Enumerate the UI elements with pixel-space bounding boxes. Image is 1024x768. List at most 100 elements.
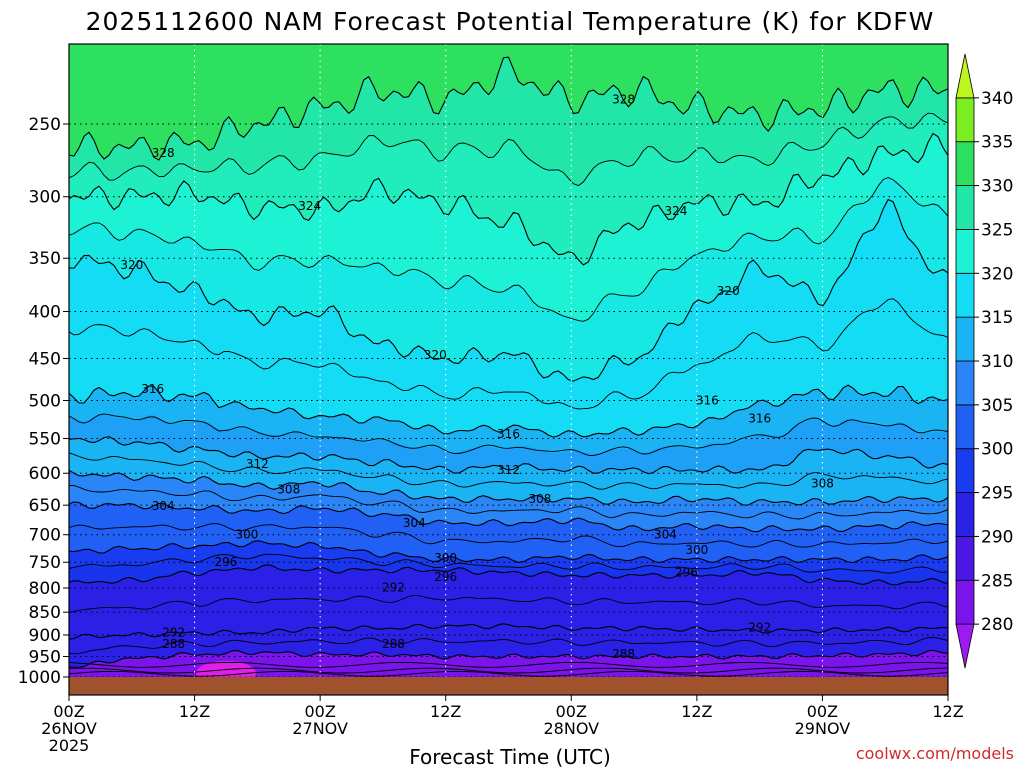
isotherm-320 — [69, 198, 948, 382]
isotherm-296 — [69, 564, 948, 586]
isotherm-labels: 328 328 324 324 320 320 320 316 316 316 316 312 312 3… — [120, 92, 834, 661]
x-tick-label-72-0: 00Z — [807, 702, 838, 721]
colorbar-label-305: 305 — [981, 396, 1013, 416]
colorbar-segment-12 — [955, 97, 975, 143]
y-tick-label-600: 600 — [29, 464, 61, 484]
band-300 — [69, 501, 948, 563]
y-tick-label-700: 700 — [29, 526, 61, 546]
isotherm-308 — [69, 469, 948, 506]
isotherm-label-308: 308 — [528, 492, 551, 506]
colorbar-segment-6 — [955, 360, 975, 406]
band-320 — [69, 133, 948, 382]
isotherm-label-328: 328 — [612, 92, 635, 106]
isotherm-label-308: 308 — [811, 477, 834, 491]
band-296-mid — [69, 553, 948, 585]
surface-contour — [69, 667, 948, 674]
isotherm-label-288: 288 — [612, 647, 635, 661]
isotherm-label-300: 300 — [685, 543, 708, 557]
isotherm-288 — [69, 649, 948, 668]
isotherm-label-324: 324 — [664, 204, 687, 218]
x-tick-label-0-1: 26NOV — [41, 719, 97, 738]
y-tick-label-250: 250 — [29, 115, 61, 135]
chart-title: 2025112600 NAM Forecast Potential Temper… — [86, 7, 935, 36]
colorbar-segment-9 — [955, 229, 975, 274]
band-288 — [69, 623, 948, 668]
x-tick-label-36-0: 12Z — [430, 702, 461, 721]
isotherm-label-320: 320 — [717, 284, 740, 298]
isotherm-label-316: 316 — [696, 394, 719, 408]
shaded-bands — [69, 44, 948, 677]
y-tick-label-350: 350 — [29, 249, 61, 269]
isotherm-label-316: 316 — [748, 411, 771, 425]
isotherm-label-304: 304 — [654, 528, 677, 542]
colorbar: 280 285 290 295 300 305 310 315 320 325 330 335 340 — [955, 53, 1013, 669]
colorbar-segment-10 — [955, 185, 975, 230]
warm-pocket — [195, 660, 256, 677]
colorbar-label-325: 325 — [981, 220, 1013, 240]
isotherm-314 — [69, 413, 948, 457]
colorbar-label-315: 315 — [981, 308, 1013, 328]
band-320-mid — [69, 175, 948, 382]
band-316 — [69, 199, 948, 438]
isotherm-294 — [69, 594, 948, 613]
colorbar-label-340: 340 — [981, 89, 1013, 109]
y-tick-label-500: 500 — [29, 392, 61, 412]
y-tick-label-450: 450 — [29, 349, 61, 369]
isotherm-label-316: 316 — [497, 427, 520, 441]
isotherm-300 — [69, 540, 948, 564]
colorbar-segment-0 — [955, 623, 975, 669]
y-tick-label-750: 750 — [29, 553, 61, 573]
colorbar-label-335: 335 — [981, 133, 1013, 153]
colorbar-label-290: 290 — [981, 527, 1013, 547]
y-tick-label-550: 550 — [29, 430, 61, 450]
isotherm-302 — [69, 523, 948, 548]
y-tick-label-950: 950 — [29, 648, 61, 668]
isotherm-label-304: 304 — [403, 516, 426, 530]
credit-text[interactable]: coolwx.com/models — [856, 744, 1014, 763]
isotherm-label-288: 288 — [162, 637, 185, 651]
colorbar-segment-11 — [955, 141, 975, 186]
colorbar-label-310: 310 — [981, 352, 1013, 372]
isotherm-label-324: 324 — [298, 199, 321, 213]
isotherm-304 — [69, 501, 948, 533]
isotherm-label-300: 300 — [434, 551, 457, 565]
isotherm-290 — [69, 637, 948, 655]
y-tick-label-300: 300 — [29, 188, 61, 208]
isotherm-306 — [69, 485, 948, 520]
isotherm-label-320: 320 — [120, 258, 143, 272]
colorbar-segment-2 — [955, 536, 975, 581]
isotherm-312 — [69, 436, 948, 475]
isotherm-label-320: 320 — [424, 348, 447, 362]
x-tick-label-0-0: 00Z — [53, 702, 84, 721]
colorbar-segment-7 — [955, 316, 975, 362]
colorbar-label-285: 285 — [981, 571, 1013, 591]
colorbar-label-280: 280 — [981, 615, 1013, 635]
y-tick-label-900: 900 — [29, 626, 61, 646]
x-tick-label-24-1: 27NOV — [292, 719, 348, 738]
isotherm-label-304: 304 — [152, 499, 175, 513]
isotherm-label-308: 308 — [277, 483, 300, 497]
colorbar-label-295: 295 — [981, 484, 1013, 504]
isotherm-contours — [69, 56, 948, 677]
isotherm-292 — [69, 623, 948, 640]
colorbar-segment-3 — [955, 492, 975, 537]
band-top — [69, 44, 948, 160]
x-tick-label-0-2: 2025 — [49, 736, 90, 755]
isotherm-322 — [69, 177, 948, 322]
colorbar-segment-5 — [955, 404, 975, 450]
band-312-mid — [69, 414, 948, 474]
ground-below-surface — [69, 677, 948, 695]
band-308 — [69, 436, 948, 505]
isotherm-label-312: 312 — [246, 457, 269, 471]
isotherm-label-292: 292 — [382, 580, 405, 594]
isotherm-label-292: 292 — [162, 626, 185, 640]
colorbar-segment-4 — [955, 448, 975, 493]
x-tick-label-72-1: 29NOV — [795, 719, 851, 738]
isotherm-label-296: 296 — [675, 566, 698, 580]
band-292 — [69, 564, 948, 640]
band-324-mid — [69, 111, 948, 265]
isotherm-318 — [69, 298, 948, 410]
isotherm-label-296: 296 — [215, 555, 238, 569]
